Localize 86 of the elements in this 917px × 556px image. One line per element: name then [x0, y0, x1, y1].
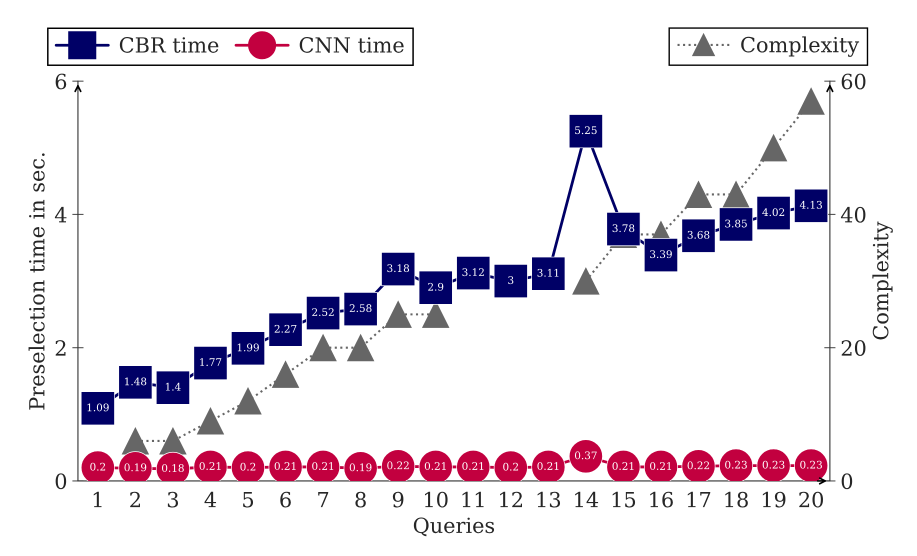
x-tick-label: 2	[130, 492, 140, 508]
x-tick-label: 18	[725, 492, 748, 508]
x-tick-label: 8	[355, 492, 366, 508]
data-label: 5.25	[575, 126, 597, 134]
data-label: 1.48	[125, 377, 146, 386]
y2-tick-label: 20	[842, 340, 866, 356]
data-label: 0.22	[688, 461, 710, 470]
data-label: 3	[508, 276, 514, 284]
data-label: 0.23	[725, 460, 747, 469]
data-label: 0.23	[800, 460, 822, 469]
point	[684, 180, 712, 208]
point	[196, 407, 224, 435]
x-tick-label: 11	[462, 492, 484, 508]
data-label: 0.37	[574, 451, 597, 460]
point	[272, 360, 300, 388]
data-label: 4.02	[762, 208, 784, 216]
data-label: 0.21	[462, 462, 484, 470]
data-label: 3.18	[387, 264, 410, 272]
y2-tick-label: 0	[842, 473, 852, 490]
x-tick-label: 4	[204, 492, 216, 508]
x-tick-label: 19	[762, 492, 786, 508]
y2-axis-title: Complexity	[872, 222, 893, 340]
data-label: 0.18	[162, 464, 184, 472]
data-label: 2.9	[428, 282, 444, 291]
point	[494, 264, 528, 298]
point	[722, 180, 750, 208]
data-label: 0.2	[90, 462, 106, 471]
y-axis-title: Preselection time in sec.	[28, 153, 45, 410]
point	[572, 268, 600, 295]
x-tick-label: 20	[799, 492, 823, 508]
y2-tick-label: 60	[842, 74, 866, 90]
data-label: 2.58	[350, 304, 372, 312]
x-tick-label: 5	[243, 492, 254, 508]
data-label: 0.21	[274, 462, 296, 470]
data-label: 0.21	[537, 462, 558, 470]
data-label: 1.4	[166, 382, 181, 391]
data-label: 1.99	[238, 343, 259, 352]
y-tick-label: 0	[56, 473, 66, 490]
data-label: 3.11	[538, 268, 558, 277]
data-label: 0.21	[650, 462, 672, 470]
data-label: 3.85	[725, 220, 747, 228]
x-tick-label: 16	[650, 492, 673, 508]
point	[798, 88, 825, 115]
legend-label: CNN time	[300, 37, 404, 53]
x-tick-label: 9	[392, 492, 404, 508]
data-label: 0.22	[387, 461, 409, 470]
x-tick-label: 17	[688, 492, 710, 508]
data-label: 2.27	[274, 324, 296, 333]
y-tick-label: 2	[56, 340, 66, 356]
data-label: 3.12	[462, 268, 484, 276]
point	[347, 334, 374, 362]
x-tick-label: 13	[538, 492, 560, 508]
data-label: 0.21	[312, 462, 334, 470]
data-label: 0.2	[240, 462, 256, 471]
y2-tick-label: 40	[840, 206, 866, 223]
data-label: 2.52	[312, 308, 334, 316]
y-tick-label: 6	[56, 74, 66, 90]
x-tick-label: 6	[280, 492, 291, 508]
data-label: 3.68	[688, 230, 710, 239]
data-label: 3.39	[650, 250, 672, 258]
legend-label: CBR time	[120, 37, 218, 53]
data-label: 0.23	[762, 460, 784, 469]
data-label: 0.21	[612, 462, 634, 470]
data-label: 0.19	[124, 463, 146, 472]
point	[760, 134, 788, 162]
x-tick-label: 15	[612, 492, 636, 508]
point	[310, 334, 337, 362]
point	[159, 427, 186, 455]
x-tick-label: 3	[168, 492, 178, 508]
point	[384, 300, 412, 328]
x-tick-label: 14	[575, 492, 598, 508]
data-label: 4.13	[800, 200, 822, 209]
point	[234, 387, 262, 415]
data-label: 0.2	[503, 462, 518, 471]
x-tick-label: 1	[94, 492, 102, 508]
x-tick-label: 12	[500, 492, 522, 508]
x-tick-label: 7	[318, 492, 328, 508]
legend-label: Complexity	[741, 36, 860, 57]
data-label: 0.21	[424, 462, 446, 470]
x-tick-label: 10	[424, 492, 448, 508]
x-axis-title: Queries	[414, 517, 494, 536]
data-label: 1.77	[200, 358, 222, 366]
data-label: 0.21	[200, 462, 221, 470]
data-label: 0.19	[350, 463, 372, 472]
data-label: 1.09	[88, 403, 109, 412]
y-tick-label: 4	[54, 206, 66, 222]
